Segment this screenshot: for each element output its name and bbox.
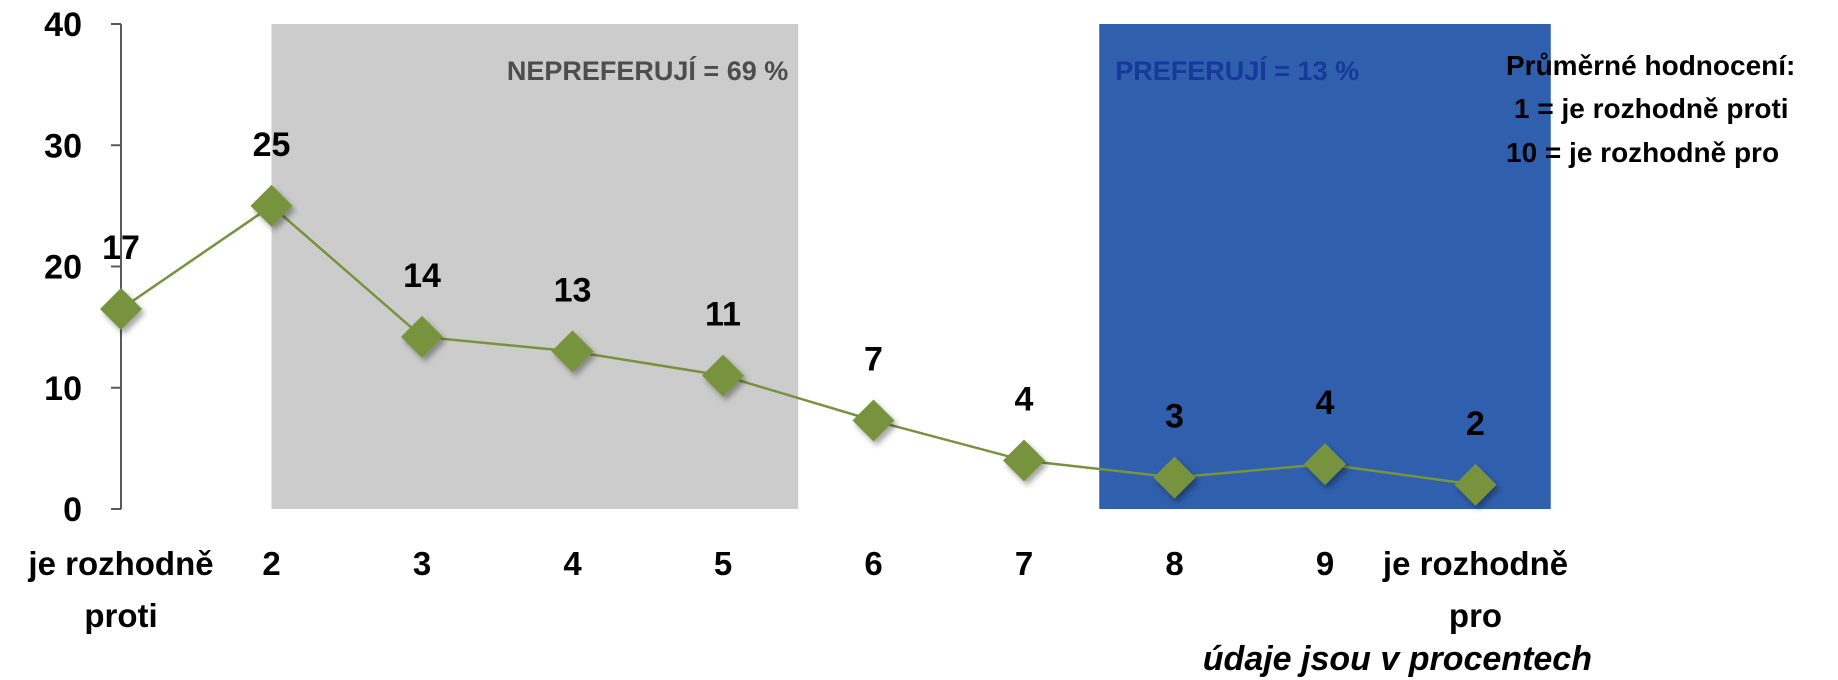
legend-note-line-1: 1 = je rozhodně proti bbox=[1514, 93, 1789, 124]
region-label-2: PREFERUJÍ = 13 % bbox=[1115, 55, 1359, 86]
data-point-marker bbox=[100, 287, 142, 330]
x-tick-label: 6 bbox=[864, 545, 882, 582]
data-point-marker bbox=[1003, 439, 1045, 482]
data-label: 4 bbox=[1015, 381, 1034, 419]
region-band-1 bbox=[271, 24, 799, 509]
data-point-marker bbox=[401, 315, 443, 358]
legend-note-title: Průměrné hodnocení: bbox=[1506, 50, 1795, 81]
data-label: 3 bbox=[1165, 397, 1184, 435]
data-label: 13 bbox=[554, 271, 592, 309]
notes: Průměrné hodnocení: 1 = je rozhodně prot… bbox=[1203, 50, 1796, 678]
data-label: 14 bbox=[403, 257, 441, 295]
data-label: 11 bbox=[705, 296, 741, 334]
series bbox=[100, 184, 1497, 506]
data-point-marker bbox=[250, 184, 293, 227]
x-tick-label-line-2: proti bbox=[84, 597, 157, 634]
data-point-marker bbox=[852, 399, 895, 442]
axes: 0 10 20 30 40 je rozhodně proti 2 3 4 5 6 7 8 9 je rozh… bbox=[27, 6, 1568, 634]
region-band-2 bbox=[1099, 24, 1551, 509]
x-tick-label: 2 bbox=[262, 545, 280, 582]
x-tick-label: 7 bbox=[1015, 545, 1033, 582]
data-labels: 17 25 14 13 11 7 4 3 4 2 bbox=[102, 126, 1485, 443]
data-point-marker bbox=[1153, 456, 1196, 499]
data-point-marker bbox=[551, 330, 594, 373]
units-note: údaje jsou v procentech bbox=[1203, 640, 1592, 678]
preference-regions: NEPREFERUJÍ = 69 % PREFERUJÍ = 13 % bbox=[271, 24, 1551, 509]
data-label: 17 bbox=[102, 229, 140, 267]
x-tick-label: 4 bbox=[563, 545, 582, 582]
legend-note-line-2: 10 = je rozhodně pro bbox=[1506, 137, 1779, 168]
region-label-1: NEPREFERUJÍ = 69 % bbox=[507, 55, 788, 86]
data-point-marker bbox=[702, 354, 744, 397]
data-label: 4 bbox=[1316, 384, 1335, 422]
x-tick-label: 5 bbox=[714, 545, 732, 582]
data-point-marker bbox=[1304, 443, 1346, 486]
data-label: 25 bbox=[253, 126, 291, 164]
y-tick-label: 40 bbox=[44, 6, 82, 44]
y-tick-label: 10 bbox=[44, 370, 82, 408]
y-tick-label: 20 bbox=[44, 249, 82, 287]
x-tick-label: 9 bbox=[1316, 545, 1334, 582]
data-point-marker bbox=[1454, 463, 1497, 506]
x-tick-label: 8 bbox=[1165, 545, 1183, 582]
data-label: 2 bbox=[1466, 405, 1485, 443]
x-tick-label: 3 bbox=[413, 545, 431, 582]
data-label: 7 bbox=[864, 340, 883, 378]
series-line bbox=[120, 204, 1476, 486]
y-tick-label: 0 bbox=[63, 491, 82, 529]
x-tick-label-line-2: pro bbox=[1449, 597, 1502, 634]
x-tick-label: je rozhodně bbox=[1382, 545, 1568, 582]
y-tick-label: 30 bbox=[44, 127, 82, 165]
x-tick-label: je rozhodně bbox=[27, 545, 213, 582]
